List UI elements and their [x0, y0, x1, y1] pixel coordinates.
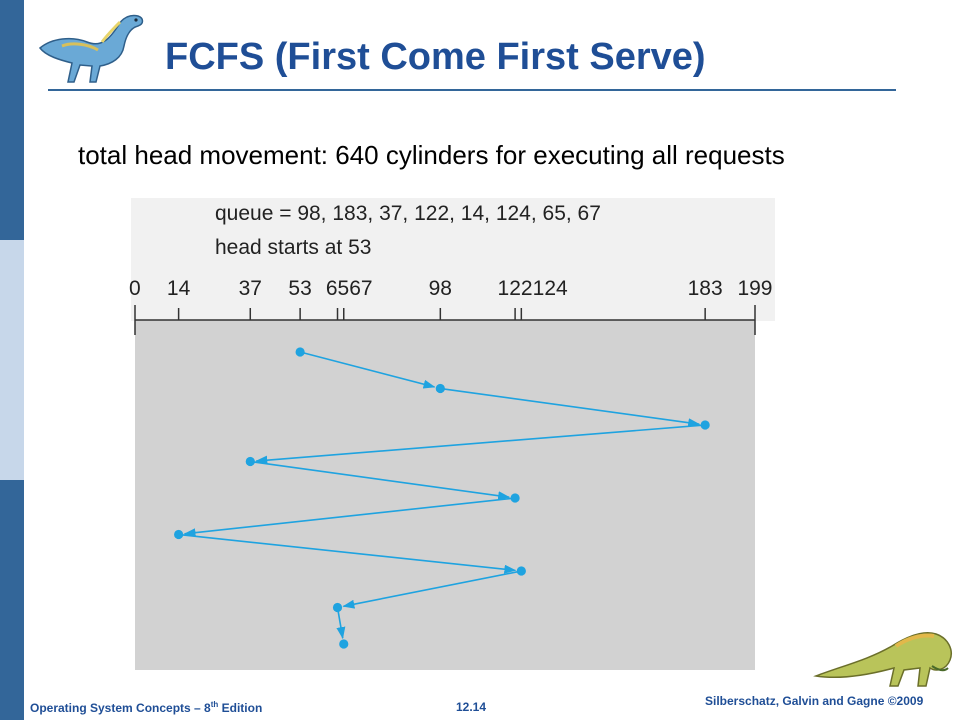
axis-tick-label: 183	[688, 277, 723, 300]
axis-tick-label: 14	[167, 277, 191, 300]
sidebar-light-segment	[0, 240, 24, 480]
queue-info-panel	[131, 198, 775, 321]
plot-region	[135, 320, 755, 670]
head-movement-segment	[255, 424, 702, 465]
axis-tick-label: 53	[288, 277, 311, 300]
request-point	[174, 529, 184, 540]
head-movement-segment	[182, 534, 517, 574]
slide-subtitle: total head movement: 640 cylinders for e…	[78, 140, 785, 170]
footer-book-title: Operating System Concepts – 8th Edition	[30, 700, 262, 715]
axis-tick-label: 122	[498, 277, 533, 300]
request-point	[339, 639, 349, 649]
head-start-text: head starts at 53	[215, 236, 372, 259]
head-movement-segment	[342, 570, 518, 609]
dinosaur-logo-icon	[38, 14, 144, 83]
axis-tick-label: 0	[129, 277, 141, 300]
request-point	[295, 347, 305, 357]
request-point	[700, 420, 710, 430]
axis-tick-label: 37	[239, 277, 262, 300]
dinosaur-footer-icon	[813, 632, 952, 687]
request-point	[435, 383, 445, 394]
request-point	[510, 493, 520, 503]
head-movement-segment	[303, 352, 436, 389]
axis-tick-label: 199	[737, 277, 772, 300]
footer-book-suffix: Edition	[218, 701, 263, 715]
request-point	[245, 456, 255, 467]
title-divider	[48, 89, 896, 91]
footer-book-sup: th	[210, 700, 219, 709]
head-movement-segment	[183, 497, 512, 538]
axis-tick-label: 67	[349, 277, 372, 300]
queue-text: queue = 98, 183, 37, 122, 14, 124, 65, 6…	[215, 202, 601, 225]
request-point	[516, 566, 526, 576]
request-point	[332, 602, 343, 613]
axis-tick-label: 98	[429, 277, 452, 300]
head-movement-segment	[336, 611, 346, 640]
slide-title: FCFS (First Come First Serve)	[165, 36, 706, 78]
footer-book-prefix: Operating System Concepts – 8	[30, 701, 211, 715]
footer-page-number: 12.14	[456, 700, 487, 714]
head-movement-segment	[444, 388, 701, 428]
axis-tick-label: 124	[533, 277, 568, 300]
left-sidebar-band	[0, 0, 24, 720]
footer-copyright: Silberschatz, Galvin and Gagne ©2009	[705, 694, 924, 708]
axis-tick-label: 65	[326, 277, 349, 300]
head-movement-segment	[254, 461, 511, 501]
